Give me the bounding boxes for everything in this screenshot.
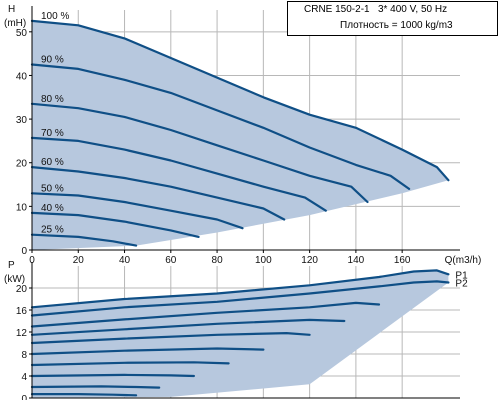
series-line — [30, 166, 286, 221]
series-line — [30, 361, 230, 367]
y-tick-label: 0 — [21, 246, 27, 257]
series-label: 25 % — [41, 225, 64, 236]
x-tick-label: 40 — [119, 255, 131, 266]
series-line — [30, 211, 200, 238]
series-label: 90 % — [41, 55, 64, 66]
series-line — [30, 318, 346, 336]
x-tick-label: 60 — [165, 255, 177, 266]
pump-model-label: CRNE 150-2-1 — [304, 4, 370, 15]
y-tick-label: 20 — [16, 284, 28, 295]
series-line — [30, 192, 244, 230]
series-line — [30, 269, 450, 309]
series-line — [30, 347, 265, 356]
x-tick-label: 140 — [348, 255, 365, 266]
x-tick-label: 160 — [394, 255, 411, 266]
y-tick-label: 0 — [21, 394, 27, 400]
series-label: 80 % — [41, 94, 64, 105]
y-tick-label: 50 — [16, 28, 28, 39]
y-tick-label: 30 — [16, 115, 28, 126]
x-tick-label: 0 — [29, 255, 35, 266]
y-axis-unit: (kW) — [4, 274, 25, 285]
series-line — [30, 385, 161, 389]
series-line — [30, 233, 138, 247]
y-axis-unit: (mH) — [4, 18, 26, 29]
x-tick-label: 100 — [255, 255, 272, 266]
y-axis-label: H — [8, 4, 15, 15]
x-tick-label: 20 — [73, 255, 85, 266]
series-label: 100 % — [41, 11, 69, 22]
y-tick-label: 4 — [21, 372, 27, 383]
y-axis-label: P — [8, 260, 15, 271]
x-tick-label: 80 — [212, 255, 224, 266]
y-tick-label: 16 — [16, 306, 28, 317]
series-line — [30, 136, 327, 212]
series-line — [30, 280, 450, 317]
y-tick-label: 8 — [21, 350, 27, 361]
operating-region — [32, 20, 449, 251]
density-label: Плотность = 1000 kg/m3 — [340, 20, 453, 31]
series-line — [30, 102, 369, 204]
series-line — [30, 393, 138, 397]
x-axis-label: Q(m3/h) — [445, 255, 482, 266]
y-tick-label: 40 — [16, 71, 28, 82]
pump-info-box: CRNE 150-2-1 3* 400 V, 50 Hz Плотность =… — [287, 1, 498, 36]
pump-supply-label: 3* 400 V, 50 Hz — [377, 4, 448, 15]
series-label: 60 % — [41, 157, 64, 168]
series-label: 50 % — [41, 183, 64, 194]
series-line — [30, 373, 195, 378]
series-line — [30, 332, 311, 345]
y-tick-label: 20 — [16, 159, 28, 170]
series-line — [30, 19, 450, 182]
series-label: P2 — [455, 279, 468, 290]
series-line — [30, 63, 411, 190]
series-label: 40 % — [41, 203, 64, 214]
y-tick-label: 12 — [16, 328, 28, 339]
series-label: P1 — [455, 270, 468, 281]
x-tick-label: 120 — [301, 255, 318, 266]
y-tick-label: 10 — [16, 202, 28, 213]
series-label: 70 % — [41, 128, 64, 139]
series-line — [30, 301, 381, 328]
